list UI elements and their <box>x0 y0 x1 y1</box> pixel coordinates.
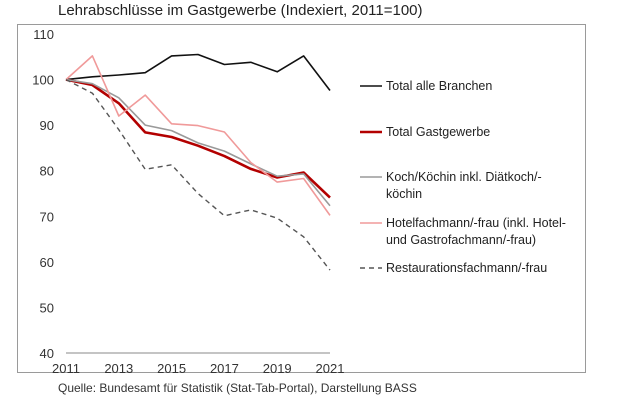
legend-label-3: köchin <box>386 187 422 201</box>
x-tick-label: 2013 <box>104 361 133 376</box>
x-tick-label: 2017 <box>210 361 239 376</box>
chart-title: Lehrabschlüsse im Gastgewerbe (Indexiert… <box>58 2 423 19</box>
y-tick-label: 70 <box>40 209 54 224</box>
y-tick-label: 60 <box>40 255 54 270</box>
legend-label-4: und Gastrofachmann/-frau) <box>386 233 536 247</box>
source-note: Quelle: Bundesamt für Statistik (Stat-Ta… <box>58 381 417 395</box>
legend-label-5: Restaurationsfachmann/-frau <box>386 261 547 275</box>
y-tick-label: 100 <box>32 73 54 88</box>
y-tick-label: 90 <box>40 118 54 133</box>
legend-label-3: Koch/Köchin inkl. Diätkoch/- <box>386 170 542 184</box>
legend-label-2: Total Gastgewerbe <box>386 125 490 139</box>
y-tick-label: 110 <box>33 27 54 42</box>
x-tick-label: 2011 <box>52 361 80 376</box>
y-tick-label: 80 <box>40 164 54 179</box>
x-tick-label: 2015 <box>157 361 186 376</box>
chart-frame <box>17 24 586 373</box>
y-tick-label: 50 <box>40 300 54 315</box>
series-line-1 <box>65 53 331 91</box>
series-line-4 <box>65 55 331 216</box>
series-line-5 <box>65 78 331 271</box>
x-tick-label: 2021 <box>316 361 345 376</box>
y-tick-label: 40 <box>40 346 54 361</box>
legend-label-4: Hotelfachmann/-frau (inkl. Hotel- <box>386 216 566 230</box>
x-tick-label: 2019 <box>263 361 292 376</box>
series-line-3 <box>65 78 331 207</box>
legend-label-1: Total alle Branchen <box>386 79 492 93</box>
